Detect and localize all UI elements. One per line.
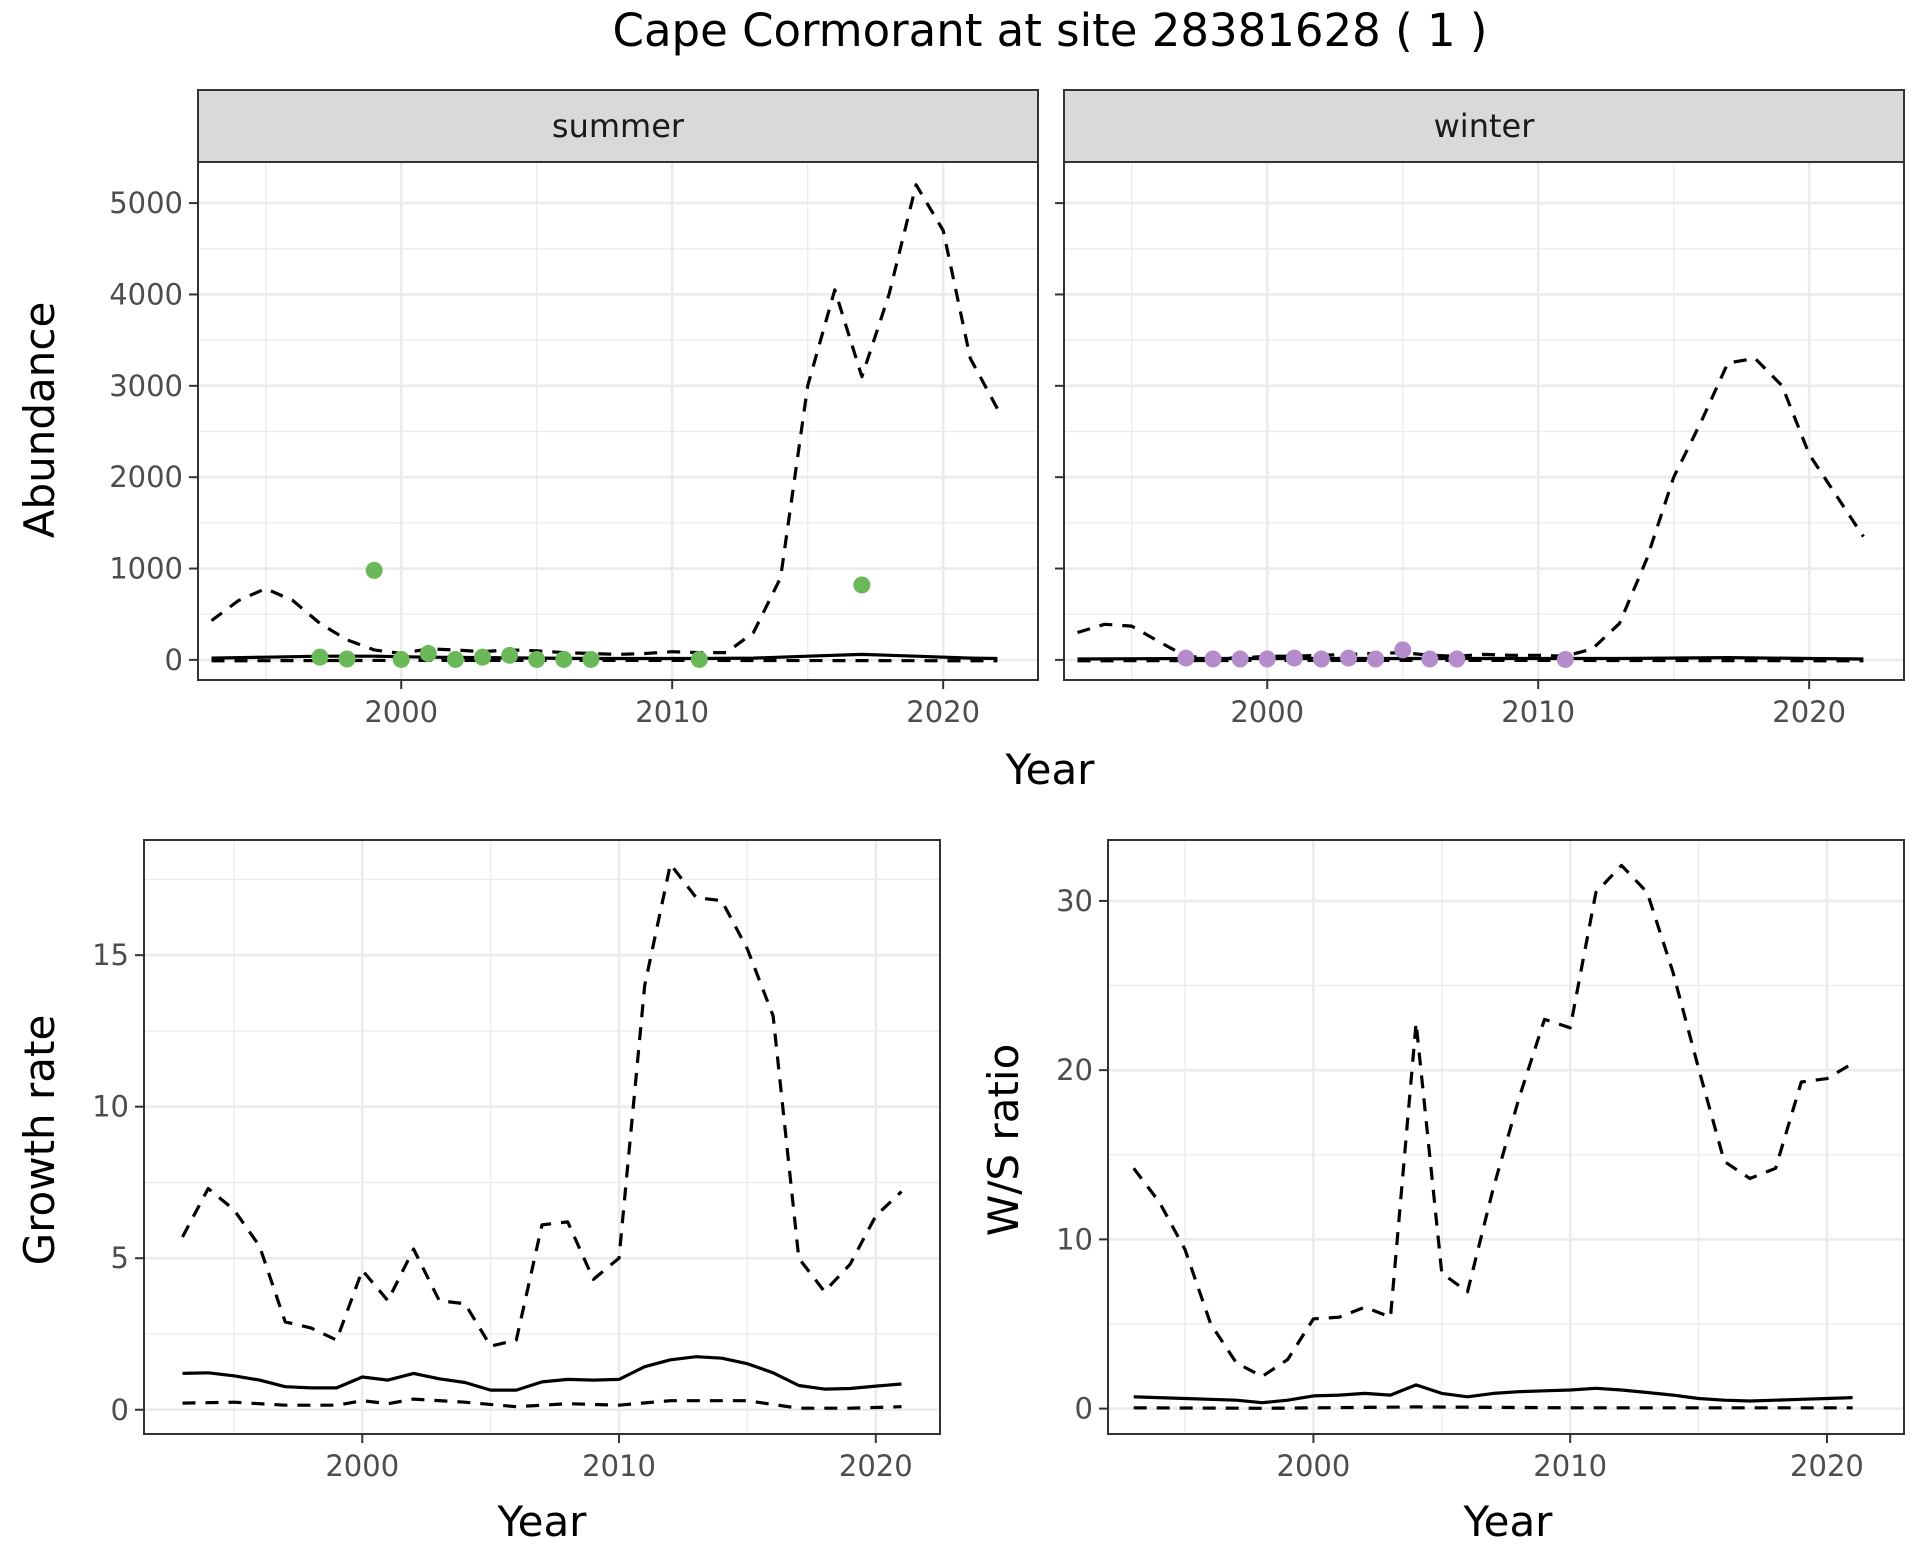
panel-border — [197, 161, 1039, 681]
strip-summer-bg — [197, 89, 1039, 163]
ws-x-axis-title: Year — [1463, 1497, 1554, 1546]
x-tick-label: 2000 — [325, 1449, 399, 1483]
y-tick-label: 1000 — [109, 552, 183, 586]
panel-border — [1063, 161, 1905, 681]
y-tick-label: 5000 — [109, 186, 183, 220]
data-point — [1258, 650, 1276, 668]
data-point — [1556, 650, 1574, 668]
strip-summer-label: summer — [552, 107, 685, 145]
panel-summer-abundance: 2000 2010 2020 0 1000 2000 3000 4000 5000 — [109, 161, 1039, 729]
x-tick-label: 2000 — [364, 695, 438, 729]
data-point — [690, 650, 708, 668]
data-point — [365, 561, 383, 579]
series-line-dashed — [1132, 863, 1854, 1379]
data-point — [1367, 650, 1385, 668]
y-tick-label: 0 — [1075, 1392, 1093, 1426]
series-line-solid — [1077, 656, 1864, 661]
data-point — [1231, 650, 1249, 668]
top-x-axis-title: Year — [1005, 745, 1096, 794]
x-tick-label: 2020 — [839, 1449, 913, 1483]
figure-title: Cape Cormorant at site 28381628 ( 1 ) — [613, 4, 1488, 57]
panel-ws-ratio: 2000 2010 2020 0 10 20 30 — [1056, 839, 1905, 1483]
x-tick-label: 2020 — [1772, 695, 1846, 729]
strip-winter: winter — [1063, 89, 1905, 163]
panel-background — [1108, 840, 1904, 1434]
y-tick-label: 0 — [165, 643, 183, 677]
y-tick-label: 30 — [1056, 884, 1093, 918]
panel-background — [198, 162, 1038, 680]
data-point — [338, 650, 356, 668]
growth-x-axis-title: Year — [497, 1497, 588, 1546]
x-tick-label: 2010 — [1533, 1449, 1607, 1483]
panel-winter-abundance: 2000 2010 2020 — [1055, 161, 1905, 729]
x-tick-label: 2010 — [582, 1449, 656, 1483]
y-tick-label: 5 — [111, 1241, 129, 1275]
x-tick-label: 2020 — [1790, 1449, 1864, 1483]
strip-winter-bg — [1063, 89, 1905, 163]
series-line-dashed — [182, 1397, 902, 1410]
strip-winter-label: winter — [1434, 107, 1536, 145]
x-tick-label: 2010 — [1501, 695, 1575, 729]
x-tick-label: 2000 — [1277, 1449, 1351, 1483]
data-point — [853, 576, 871, 594]
series-line-dashed — [210, 183, 999, 656]
y-tick-label: 2000 — [109, 460, 183, 494]
panel-border — [143, 839, 941, 1435]
panel-background — [1064, 162, 1904, 680]
data-point — [1285, 649, 1303, 667]
data-point — [311, 648, 329, 666]
data-point — [474, 648, 492, 666]
data-point — [1421, 650, 1439, 668]
y-tick-label: 3000 — [109, 369, 183, 403]
series-line-dashed — [181, 862, 903, 1348]
x-tick-label: 2020 — [906, 695, 980, 729]
y-tick-label: 10 — [92, 1090, 129, 1124]
series-line-solid — [182, 1355, 902, 1392]
data-point — [1177, 649, 1195, 667]
data-point — [392, 650, 410, 668]
y-tick-label: 4000 — [109, 277, 183, 311]
y-tick-label: 20 — [1056, 1053, 1093, 1087]
data-point — [1394, 641, 1412, 659]
panel-background — [144, 840, 940, 1434]
x-tick-label: 2000 — [1230, 695, 1304, 729]
ws-y-axis-title: W/S ratio — [979, 1044, 1028, 1237]
panel-border — [1107, 839, 1905, 1435]
data-point — [446, 650, 464, 668]
y-tick-label: 10 — [1056, 1222, 1093, 1256]
growth-y-axis-title: Growth rate — [15, 1015, 64, 1266]
data-point — [582, 650, 600, 668]
strip-summer: summer — [197, 89, 1039, 163]
data-point — [1204, 650, 1222, 668]
top-y-axis-title: Abundance — [15, 302, 64, 539]
data-point — [419, 645, 437, 663]
data-point — [1312, 650, 1330, 668]
data-point — [501, 646, 519, 664]
panel-growth-rate: 2000 2010 2020 0 5 10 15 — [92, 839, 941, 1483]
data-point — [555, 650, 573, 668]
y-tick-label: 15 — [92, 938, 129, 972]
data-point — [1448, 650, 1466, 668]
data-point — [528, 650, 546, 668]
series-line-solid — [1133, 1383, 1853, 1405]
data-point — [1340, 649, 1358, 667]
y-tick-label: 0 — [111, 1393, 129, 1427]
x-tick-label: 2010 — [635, 695, 709, 729]
